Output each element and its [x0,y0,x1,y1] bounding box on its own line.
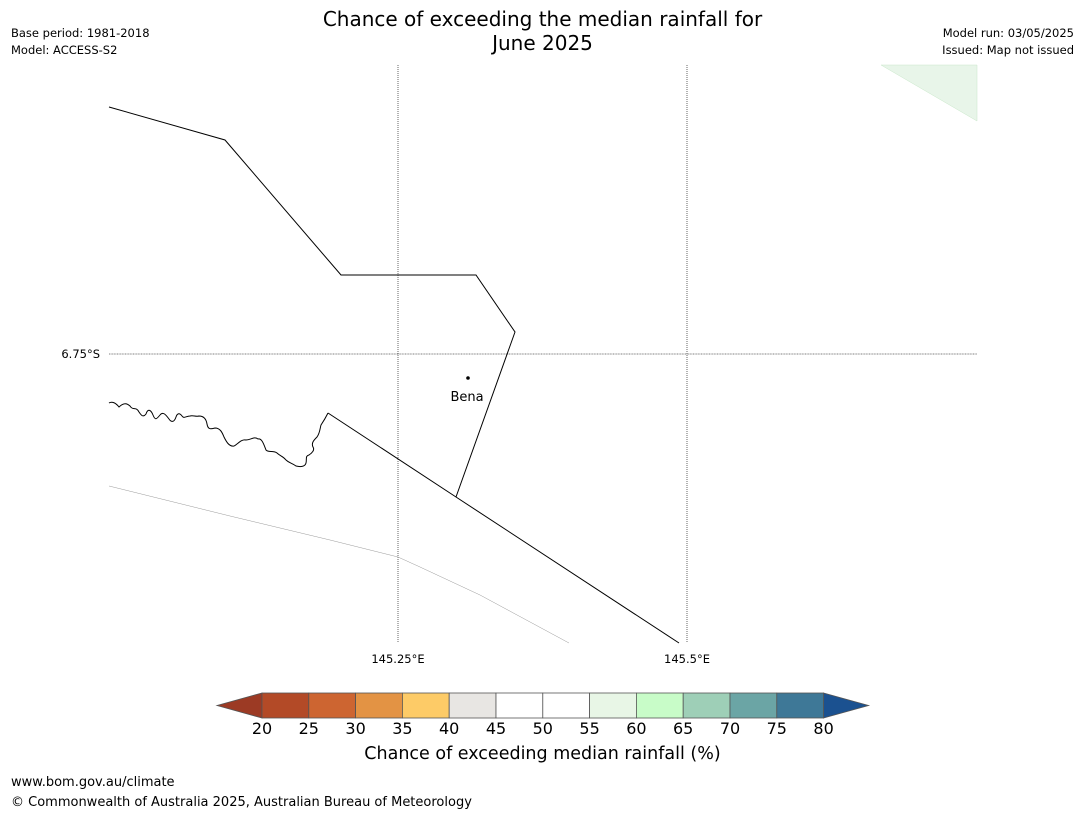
latitude-label: 6.75°S [61,347,100,361]
colorbar-tick-label: 55 [579,719,600,738]
colorbar-tick-label: 45 [485,719,507,738]
colorbar-tick-label: 50 [532,719,553,738]
longitude-label-14525: 145.25°E [371,652,424,666]
colorbar-title: Chance of exceeding median rainfall (%) [364,744,721,764]
map-title-line2: June 2025 [492,31,593,55]
colorbar-segment [589,692,637,719]
colorbar-segment [261,692,310,719]
footer-copyright: © Commonwealth of Australia 2025, Austra… [11,795,472,810]
colorbar-tick-label: 70 [719,719,741,738]
colorbar-segment [308,692,356,719]
metadata-left: Base period: 1981-2018 Model: ACCESS-S2 [11,25,150,59]
colorbar-arrow-low [215,692,263,719]
colorbar-segment [448,692,497,719]
longitude-label-1455: 145.5°E [664,652,710,666]
colorbar-tick-label: 40 [439,719,460,738]
colorbar-segment [682,692,731,719]
province-boundary [108,106,516,498]
colorbar-segment [542,692,590,719]
province-boundary-south [327,412,680,644]
colorbar-segment [401,692,450,719]
colorbar [215,692,871,719]
colorbar-segment [776,692,824,719]
colorbar-tick-label: 20 [251,719,273,738]
model-text: Model: ACCESS-S2 [11,43,118,57]
colorbar-tick-label: 80 [813,719,834,738]
river-boundary [108,401,329,468]
colorbar-tick-label: 25 [298,719,319,738]
colorbar-tick-label: 65 [673,719,694,738]
probability-shade-region [880,64,978,122]
colorbar-segment [729,692,778,719]
colorbar-arrow-high [823,692,871,719]
base-period-text: Base period: 1981-2018 [11,26,150,40]
map-title: Chance of exceeding the median rainfall … [0,7,1085,55]
colorbar-tick-label: 60 [626,719,647,738]
issued-text: Issued: Map not issued [942,43,1074,57]
colorbar-tick-label: 35 [392,719,413,738]
bena-label: Bena [450,390,483,405]
map-title-line1: Chance of exceeding the median rainfall … [322,7,763,31]
colorbar-tick-label: 75 [766,719,787,738]
colorbar-segment [636,692,684,719]
coastline-faint [108,485,570,644]
model-run-text: Model run: 03/05/2025 [942,26,1074,40]
colorbar-segment [355,692,403,719]
colorbar-tick-label: 30 [345,719,366,738]
metadata-right: Model run: 03/05/2025 Issued: Map not is… [942,25,1074,59]
colorbar-segment [495,692,544,719]
bena-marker[interactable] [466,376,470,380]
map-area[interactable]: Bena 6.75°S 145.25°E 145.5°E [61,64,978,666]
footer-url: www.bom.gov.au/climate [11,775,175,790]
